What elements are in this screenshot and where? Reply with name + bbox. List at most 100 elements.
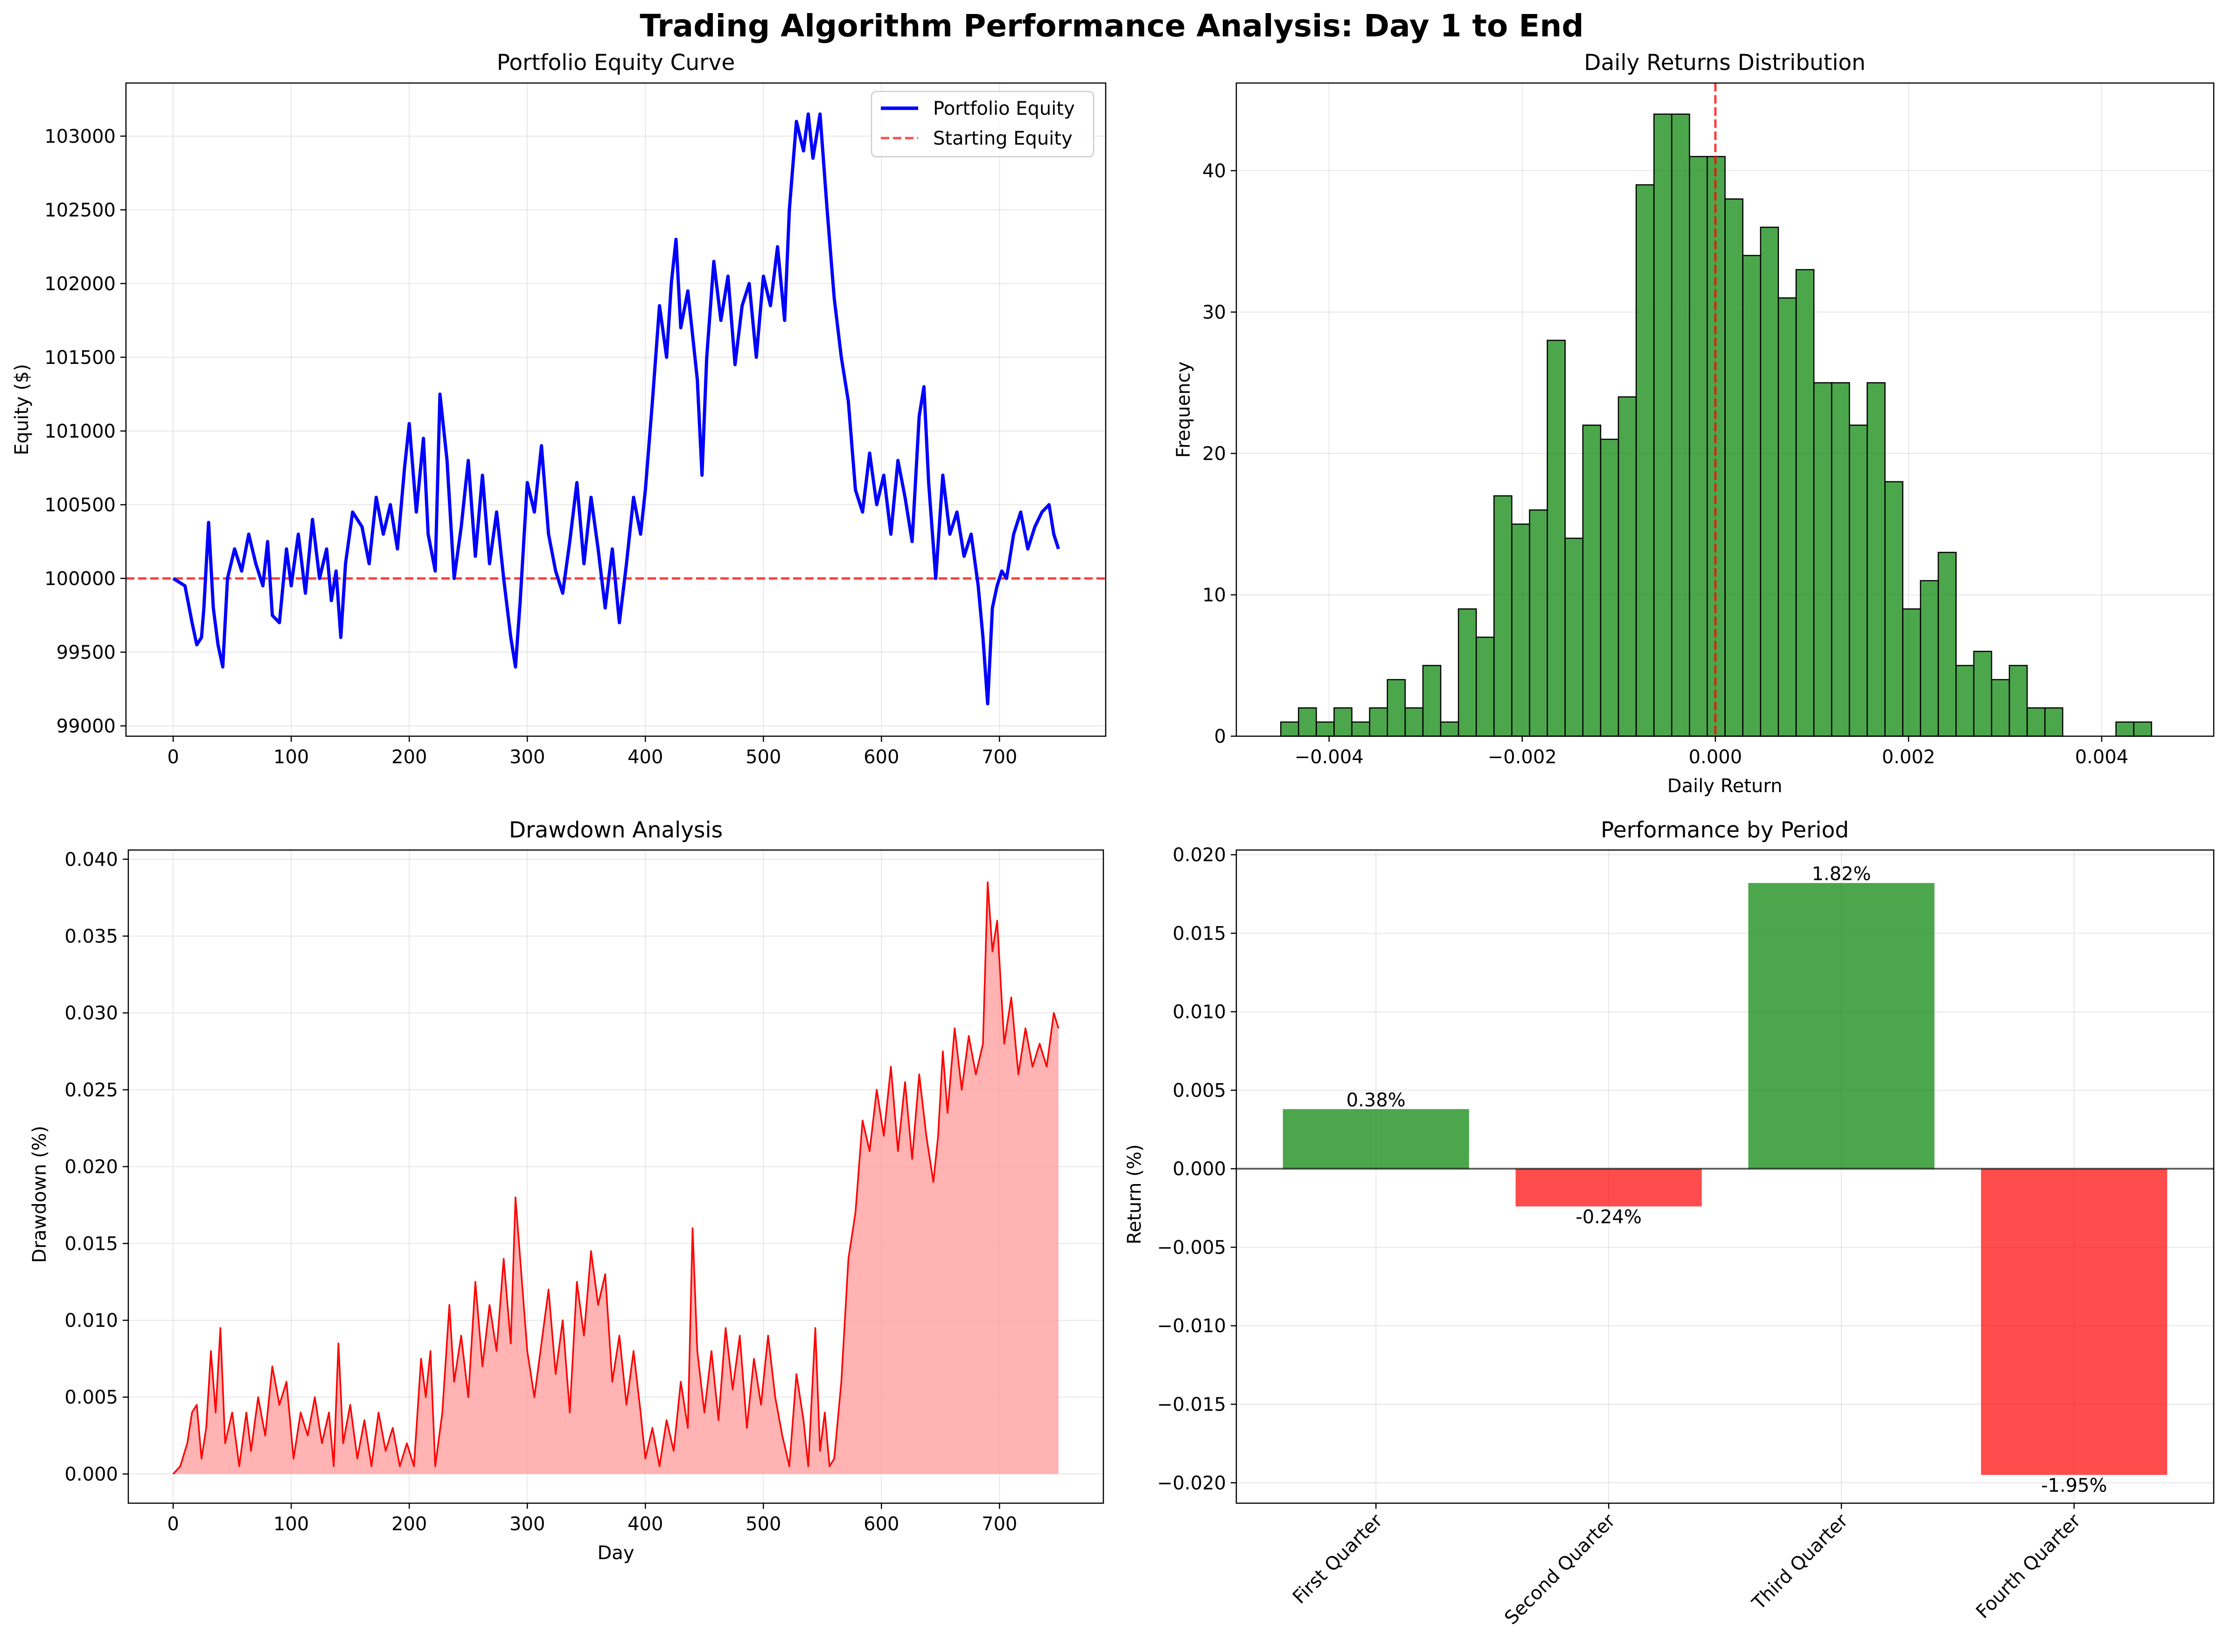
histogram-title: Daily Returns Distribution	[1584, 50, 1865, 76]
drawdown-chart-title: Drawdown Analysis	[509, 817, 723, 843]
histogram-y-tick-label: 10	[1202, 585, 1226, 606]
equity-y-tick-label: 103000	[44, 126, 116, 147]
histogram-bar	[1529, 509, 1548, 737]
equity-y-tick-label: 102000	[44, 273, 116, 295]
drawdown-y-tick-label: 0.015	[64, 1233, 118, 1255]
period-y-tick-label: 0.015	[1172, 923, 1226, 944]
drawdown-y-tick-label: 0.025	[64, 1080, 118, 1101]
drawdown-y-tick-label: 0.035	[64, 926, 118, 947]
drawdown-y-tick-label: 0.005	[64, 1387, 118, 1408]
histogram-bar	[1600, 439, 1619, 737]
histogram-y-tick-label: 40	[1202, 160, 1226, 182]
histogram-bar	[2115, 721, 2134, 737]
equity-chart: Portfolio Equity Curve Equity ($) 0 100 20…	[11, 50, 1107, 768]
period-plot-area: 0.38% -0.24% 1.82% -1.95%	[1236, 864, 2214, 1496]
drawdown-y-tick-label: 0.040	[64, 849, 118, 871]
histogram-bar	[1760, 226, 1779, 737]
histogram-bar	[1955, 665, 1975, 737]
histogram-bar	[1547, 340, 1566, 737]
histogram-bar	[1475, 636, 1495, 737]
equity-tick-labels: 0 100 200 300 400 500 600 700 99000 99500 100000 10…	[44, 126, 1017, 768]
period-y-tick-label: 0.010	[1172, 1002, 1226, 1023]
period-y-tick-label: 0.000	[1172, 1158, 1226, 1180]
histogram-bar	[1333, 707, 1353, 737]
histogram-bar	[1511, 523, 1530, 737]
histogram-bar	[1582, 425, 1602, 737]
histogram-bar	[1973, 650, 1993, 737]
drawdown-frame	[127, 849, 1104, 1504]
equity-x-tick-label: 200	[391, 746, 427, 768]
histogram-bar	[1795, 269, 1815, 737]
period-frame	[1235, 849, 2215, 1504]
histogram-bar	[1742, 255, 1761, 737]
histogram-y-tick-label: 30	[1202, 302, 1226, 323]
equity-chart-title: Portfolio Equity Curve	[497, 50, 735, 76]
period-bar-value-label: 1.82%	[1812, 864, 1871, 885]
equity-y-axis-label: Equity ($)	[11, 364, 33, 455]
drawdown-x-tick-label: 0	[167, 1513, 179, 1535]
histogram-bar	[1831, 382, 1850, 737]
period-y-tick-label: −0.010	[1157, 1316, 1226, 1337]
histogram-bar	[1653, 113, 1673, 737]
histogram-bar	[1316, 721, 1335, 737]
period-bar-value-label: 0.38%	[1346, 1089, 1406, 1111]
equity-x-tick-label: 500	[746, 746, 781, 768]
period-y-tick-label: −0.020	[1157, 1472, 1226, 1494]
period-category-label: Third Quarter	[1748, 1510, 1852, 1614]
period-bar-value-label: -1.95%	[2041, 1475, 2107, 1496]
drawdown-y-tick-label: 0.020	[64, 1157, 118, 1178]
histogram-x-tick-label: 0.004	[2075, 746, 2129, 768]
period-y-tick-label: 0.020	[1172, 844, 1226, 866]
equity-y-tick-label: 99000	[56, 716, 116, 737]
histogram-bar	[1440, 721, 1459, 737]
drawdown-area	[173, 882, 1059, 1474]
equity-y-tick-label: 101500	[44, 347, 116, 369]
histogram-bar	[1724, 198, 1743, 737]
drawdown-x-tick-label: 300	[509, 1513, 545, 1535]
histogram-bar	[1778, 297, 1797, 737]
figure-title: Trading Algorithm Performance Analysis: …	[640, 8, 1583, 44]
histogram-bar	[1422, 665, 1442, 737]
histogram-bar	[1884, 481, 1903, 737]
period-bar	[1515, 1169, 1702, 1206]
equity-frame	[125, 82, 1107, 737]
drawdown-x-tick-label: 100	[273, 1513, 309, 1535]
period-y-axis-label: Return (%)	[1124, 1144, 1145, 1245]
drawdown-x-tick-label: 600	[864, 1513, 899, 1535]
histogram-bar	[2026, 707, 2046, 737]
histogram-y-axis-label: Frequency	[1173, 362, 1194, 458]
period-bar-value-label: -0.24%	[1576, 1206, 1642, 1228]
drawdown-y-tick-label: 0.000	[64, 1464, 118, 1485]
period-bar	[1748, 883, 1935, 1169]
equity-y-tick-label: 101000	[44, 421, 116, 442]
histogram-bar	[1387, 679, 1406, 737]
drawdown-chart: Drawdown Analysis Drawdown (%) Day 0 100 2…	[29, 817, 1104, 1564]
histogram-plot-area	[1280, 83, 2152, 737]
period-bar	[1283, 1109, 1469, 1169]
drawdown-x-tick-label: 200	[391, 1513, 427, 1535]
histogram-x-tick-label: 0.000	[1689, 746, 1743, 768]
histogram-bar	[1564, 537, 1584, 737]
drawdown-x-tick-label: 400	[627, 1513, 663, 1535]
equity-x-tick-label: 300	[509, 746, 545, 768]
legend-label-portfolio-equity: Portfolio Equity	[933, 98, 1075, 119]
histogram-bar	[1457, 608, 1477, 737]
equity-legend-box	[871, 91, 1095, 158]
histogram-x-tick-label: 0.002	[1882, 746, 1936, 768]
histogram-bar	[1938, 551, 1957, 737]
equity-y-tick-label: 102500	[44, 200, 116, 221]
drawdown-line	[172, 881, 1060, 1475]
histogram-bar	[2044, 707, 2064, 737]
period-chart-title: Performance by Period	[1601, 817, 1849, 843]
period-bar	[1981, 1169, 2168, 1475]
period-category-label: Fourth Quarter	[1972, 1510, 2085, 1623]
histogram-bar	[1369, 707, 1388, 737]
histogram-bar	[1351, 721, 1370, 737]
period-category-label: First Quarter	[1289, 1510, 1387, 1608]
period-y-tick-label: −0.015	[1157, 1394, 1226, 1415]
histogram-x-axis-label: Daily Return	[1667, 775, 1783, 797]
histogram-x-tick-label: −0.004	[1295, 746, 1364, 768]
histogram-bar	[1902, 608, 1921, 737]
histogram-y-tick-label: 0	[1214, 726, 1226, 747]
equity-x-tick-label: 600	[864, 746, 899, 768]
